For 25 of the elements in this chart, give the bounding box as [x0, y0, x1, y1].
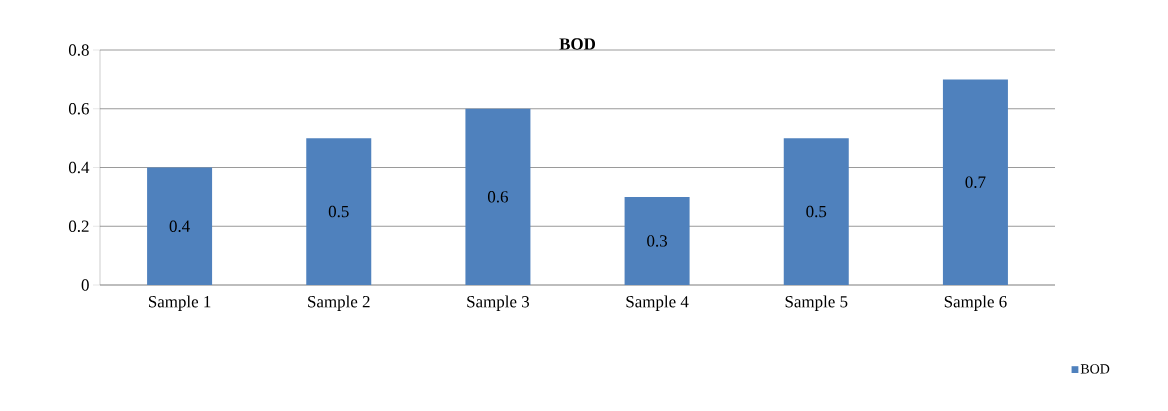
chart-title: BOD [559, 38, 596, 50]
bar [783, 138, 849, 285]
x-tick-label: Sample 3 [467, 295, 530, 311]
bar [465, 108, 531, 285]
y-tick-label: 0.6 [68, 103, 89, 115]
x-tick-label: Sample 5 [785, 295, 848, 311]
bar [147, 167, 213, 285]
bar [624, 196, 690, 285]
x-tick-label: Sample 2 [308, 295, 370, 311]
data-label: 0.3 [647, 235, 668, 247]
y-tick-label: 0 [81, 279, 89, 291]
bar [942, 79, 1008, 285]
x-tick-label: Sample 4 [626, 295, 689, 311]
data-label: 0.4 [169, 220, 190, 232]
data-label: 0.6 [487, 191, 509, 203]
data-label: 0.5 [328, 205, 349, 218]
y-tick-label: 0.4 [68, 161, 90, 174]
data-label: 0.7 [965, 176, 986, 188]
y-tick-label: 0.2 [68, 220, 89, 232]
x-tick-label: Sample 1 [148, 295, 211, 311]
bar [306, 138, 372, 285]
data-label: 0.5 [806, 205, 827, 218]
x-tick-label: Sample 6 [944, 295, 1007, 311]
legend-label: BOD [1080, 364, 1110, 374]
y-tick-label: 0.8 [68, 44, 89, 56]
